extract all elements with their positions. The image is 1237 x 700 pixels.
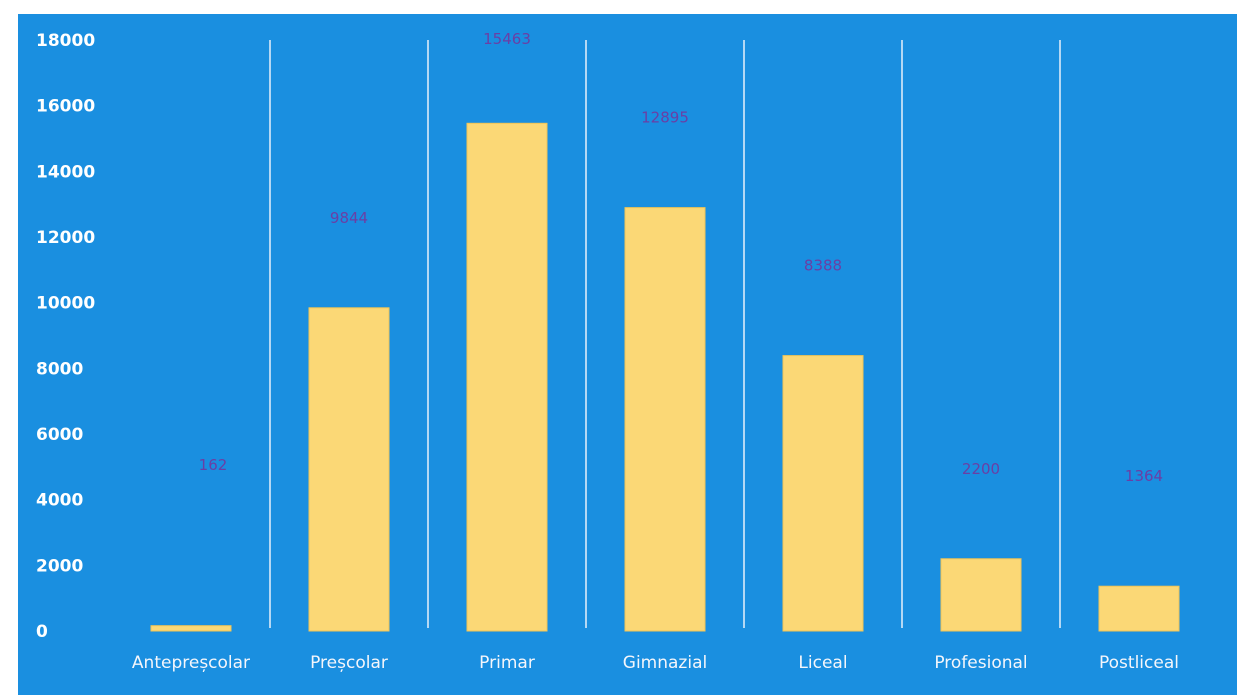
y-tick-label: 14000 bbox=[36, 162, 95, 182]
data-labels: 162 9844 15463 12895 8388 2200 1364 bbox=[199, 30, 1163, 485]
y-tick-label: 12000 bbox=[36, 228, 95, 248]
category-label: Antepreșcolar bbox=[132, 653, 250, 673]
y-tick-label: 2000 bbox=[36, 556, 83, 576]
data-label: 15463 bbox=[483, 30, 531, 48]
bar bbox=[308, 307, 390, 632]
y-tick-label: 18000 bbox=[36, 31, 95, 51]
data-label: 162 bbox=[199, 456, 228, 474]
category-label: Profesional bbox=[934, 653, 1027, 673]
bar bbox=[624, 207, 706, 632]
data-label: 2200 bbox=[962, 460, 1000, 478]
category-label: Postliceal bbox=[1099, 653, 1179, 673]
y-tick-label: 6000 bbox=[36, 425, 83, 445]
bar bbox=[150, 625, 232, 632]
bars bbox=[150, 122, 1180, 632]
y-tick-label: 4000 bbox=[36, 491, 83, 511]
bar bbox=[466, 122, 548, 632]
y-tick-label: 10000 bbox=[36, 294, 95, 314]
data-label: 9844 bbox=[330, 209, 368, 227]
x-axis-category-labels: Antepreșcolar Preșcolar Primar Gimnazial Lic… bbox=[132, 653, 1179, 673]
y-tick-label: 8000 bbox=[36, 359, 83, 379]
data-label: 12895 bbox=[641, 109, 689, 127]
bar bbox=[782, 355, 864, 632]
data-label: 8388 bbox=[804, 257, 842, 275]
bar bbox=[940, 558, 1022, 632]
category-label: Preșcolar bbox=[310, 653, 388, 673]
data-label: 1364 bbox=[1125, 467, 1163, 485]
category-separators bbox=[269, 40, 1061, 628]
y-axis-tick-labels: 0 2000 4000 6000 8000 10000 12000 14000 16000 180… bbox=[36, 31, 95, 642]
y-tick-label: 0 bbox=[36, 622, 48, 642]
bar bbox=[1098, 585, 1180, 632]
category-label: Liceal bbox=[798, 653, 847, 673]
y-tick-label: 16000 bbox=[36, 97, 95, 117]
category-label: Gimnazial bbox=[623, 653, 707, 673]
category-label: Primar bbox=[479, 653, 535, 673]
